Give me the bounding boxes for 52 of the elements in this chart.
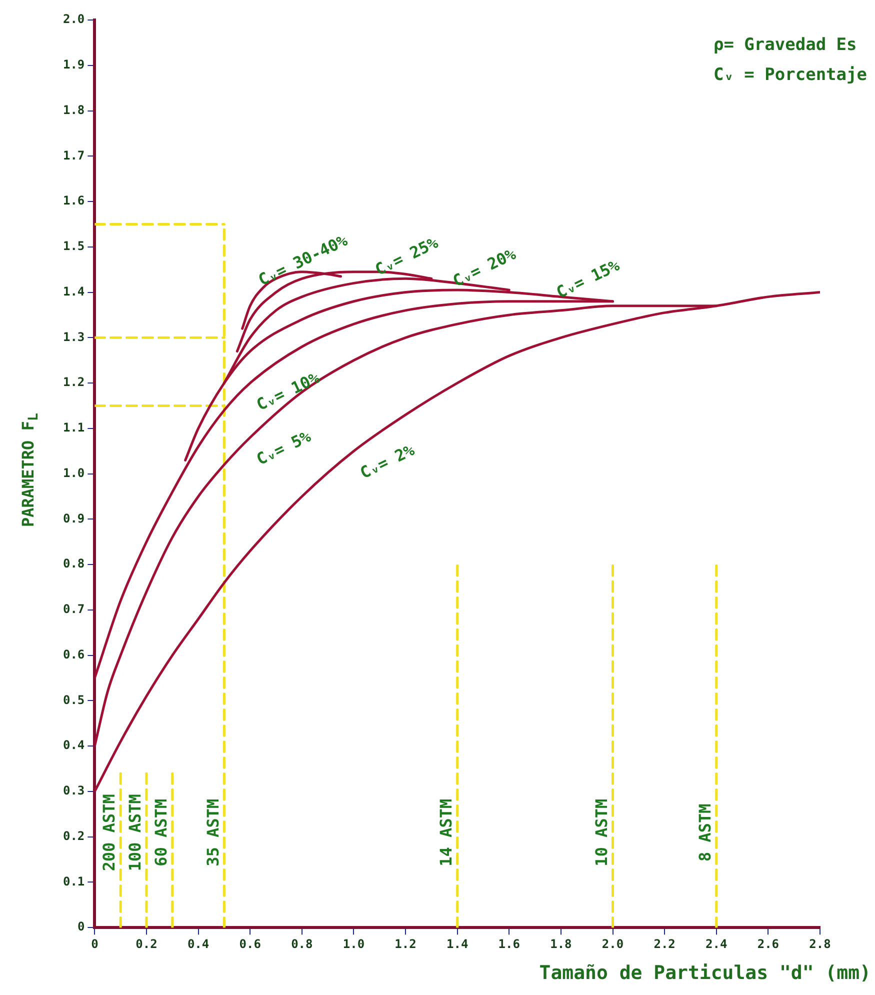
- y-tick-label: 0.8: [62, 556, 85, 571]
- text: Cᵥ= 25%: [372, 232, 442, 280]
- text: 35 ASTM: [203, 798, 222, 866]
- annotation: Cᵥ = Porcentaje: [713, 64, 867, 87]
- text: 10 ASTM: [592, 798, 611, 866]
- y-tick-label: 0.2: [62, 828, 85, 843]
- text: 60 ASTM: [152, 798, 171, 866]
- x-tick-label: 1.6: [498, 936, 520, 951]
- y-tick-label: 1.7: [62, 148, 85, 162]
- x-tick-label: 1.2: [394, 936, 416, 951]
- x-axis-title: Tamaño de Particulas "d" (mm): [539, 962, 871, 984]
- y-tick-label: 0.5: [62, 692, 85, 707]
- text: 14 ASTM: [436, 798, 456, 866]
- x-tick-label: 2.4: [706, 936, 728, 951]
- y-tick-label: 1.4: [62, 284, 85, 298]
- annotation: ρ= Gravedad Es: [713, 34, 858, 57]
- y-tick-label: 1.2: [62, 375, 85, 390]
- y-tick-label: 1.0: [62, 466, 85, 480]
- text: Cᵥ= 5%: [253, 426, 314, 469]
- x-tick-label: 0.6: [239, 936, 261, 951]
- x-tick-label: 1.4: [446, 936, 468, 951]
- x-tick-label: 1.8: [550, 936, 572, 951]
- y-tick-label: 0.9: [62, 511, 85, 526]
- x-tick-label: 2.8: [809, 936, 831, 951]
- text: Cᵥ= 15%: [553, 255, 623, 302]
- text: Cᵥ= 2%: [357, 440, 418, 482]
- y-tick-label: 0.4: [62, 738, 85, 752]
- y-tick-label: 0: [77, 920, 85, 934]
- y-tick-label: 0.1: [62, 874, 85, 888]
- y-tick-label: 1.9: [62, 58, 85, 72]
- x-tick-label: 0: [91, 936, 98, 951]
- y-tick-label: 0.6: [62, 647, 85, 662]
- x-tick-label: 0.8: [291, 936, 313, 951]
- text: 100 ASTM: [126, 794, 145, 872]
- text: Cᵥ= 20%: [450, 244, 520, 291]
- y-tick-label: 0.3: [62, 784, 85, 798]
- text: 8 ASTM: [696, 804, 715, 862]
- y-tick-label: 1.8: [62, 102, 85, 117]
- x-tick-label: 0.4: [187, 936, 210, 951]
- text: 200 ASTM: [100, 794, 119, 872]
- x-tick-label: 2.2: [654, 936, 676, 951]
- x-tick-label: 2.0: [602, 936, 624, 951]
- text: Cᵥ= 10%: [253, 368, 323, 414]
- y-tick-label: 2.0: [62, 12, 85, 26]
- y-tick-label: 1.6: [62, 194, 85, 208]
- y-tick-label: 1.5: [62, 239, 85, 254]
- x-tick-label: 1.0: [342, 936, 365, 951]
- x-tick-label: 2.6: [757, 936, 780, 951]
- y-tick-label: 0.7: [62, 602, 85, 616]
- y-tick-label: 1.3: [62, 330, 85, 344]
- y-tick-label: 1.1: [62, 420, 85, 435]
- x-tick-label: 0.2: [136, 936, 158, 951]
